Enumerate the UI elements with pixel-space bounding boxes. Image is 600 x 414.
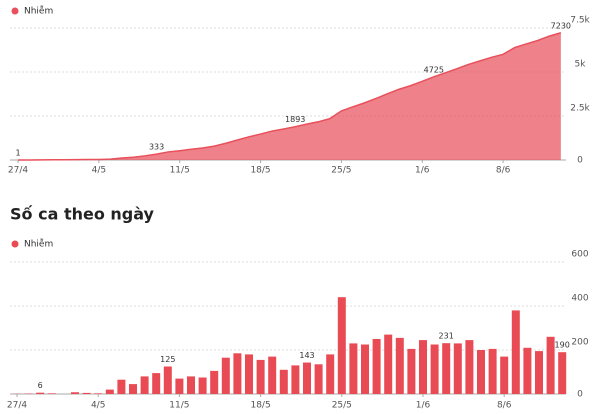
- y-tick-label: 0: [577, 390, 583, 400]
- x-tick-label: 27/4: [7, 401, 27, 411]
- x-tick-label: 18/5: [250, 401, 270, 411]
- data-label: 1: [15, 148, 20, 157]
- data-label: 125: [160, 355, 175, 364]
- bar: [210, 370, 219, 394]
- x-tick-label: 11/5: [170, 166, 190, 176]
- bar: [245, 354, 253, 394]
- bar: [546, 336, 555, 394]
- bar: [117, 379, 126, 394]
- bar: [256, 359, 265, 394]
- bar: [453, 343, 462, 394]
- bar: [175, 378, 184, 394]
- bar: [221, 357, 230, 394]
- bar: [279, 369, 288, 394]
- area-line: [17, 32, 562, 161]
- bar: [198, 377, 207, 394]
- data-label: 6: [38, 381, 43, 390]
- x-tick-label: 4/5: [91, 401, 105, 411]
- bar: [47, 393, 56, 394]
- bar: [140, 376, 149, 394]
- data-label: 7230: [551, 21, 571, 30]
- x-tick-label: 1/6: [416, 401, 431, 411]
- bar: [268, 356, 277, 394]
- y-tick-label: 0: [577, 156, 583, 166]
- x-tick-label: 1/6: [415, 166, 430, 176]
- bar: [337, 297, 346, 394]
- y-tick-label: 5k: [575, 60, 587, 70]
- bar: [395, 337, 404, 394]
- bar: [384, 334, 393, 394]
- y-tick-label: 7.5k: [570, 16, 590, 26]
- bar: [523, 347, 532, 394]
- bar: [419, 340, 427, 394]
- bar: [233, 353, 242, 394]
- bar: [105, 389, 114, 394]
- bar: [326, 354, 335, 394]
- bar: [442, 343, 451, 394]
- x-tick-label: 11/5: [169, 401, 189, 411]
- y-tick-label: 200: [571, 338, 588, 348]
- bar: [303, 362, 311, 394]
- x-tick-label: 27/4: [8, 166, 28, 176]
- bar: [291, 365, 300, 394]
- data-label: 1893: [285, 115, 305, 124]
- y-tick-label: 400: [571, 294, 588, 304]
- x-tick-label: 4/5: [92, 166, 106, 176]
- area: [18, 32, 561, 160]
- bar: [407, 348, 416, 394]
- bar: [71, 392, 79, 394]
- bar: [511, 310, 520, 394]
- legend-label: Nhiễm: [24, 239, 53, 250]
- bar: [372, 339, 381, 394]
- legend-dot: [11, 240, 19, 248]
- data-label: 4725: [424, 65, 444, 74]
- bar: [558, 352, 567, 394]
- chart-title: Số ca theo ngày: [10, 205, 155, 224]
- x-tick-label: 8/6: [497, 401, 512, 411]
- bar: [535, 351, 543, 394]
- bar: [82, 392, 91, 394]
- bar: [500, 356, 509, 394]
- bar: [94, 393, 103, 394]
- x-tick-label: 18/5: [250, 166, 270, 176]
- data-label: 333: [149, 143, 164, 152]
- x-tick-label: 25/5: [331, 166, 351, 176]
- bar: [36, 392, 45, 394]
- bar: [465, 340, 474, 394]
- legend-dot: [11, 7, 19, 15]
- y-tick-label: 600: [571, 250, 588, 260]
- data-label: 190: [555, 341, 570, 350]
- bar: [488, 348, 497, 394]
- bar: [129, 384, 137, 394]
- bar: [430, 344, 439, 394]
- data-label: 143: [299, 351, 314, 360]
- legend-label: Nhiễm: [24, 6, 53, 17]
- bar: [163, 366, 172, 394]
- bar: [314, 364, 323, 394]
- bar: [361, 344, 369, 394]
- bar: [152, 373, 161, 394]
- data-label: 231: [439, 332, 454, 341]
- bar: [349, 343, 358, 394]
- bar: [477, 350, 485, 394]
- y-tick-label: 2.5k: [570, 104, 590, 114]
- bar: [187, 376, 195, 394]
- x-tick-label: 25/5: [332, 401, 352, 411]
- x-tick-label: 8/6: [496, 166, 511, 176]
